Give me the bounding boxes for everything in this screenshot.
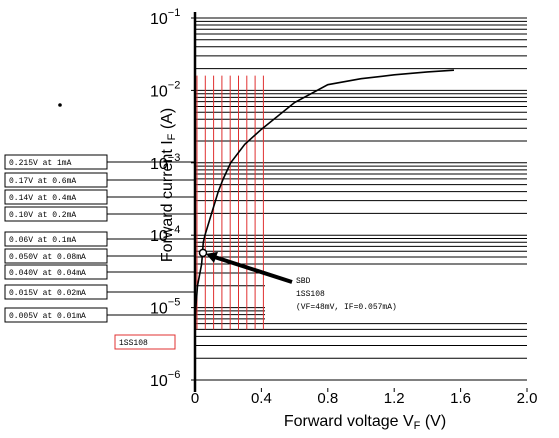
callout-text: 0.040V at 0.04mA bbox=[9, 269, 86, 278]
callout-text: 0.17V at 0.6mA bbox=[9, 177, 76, 186]
tick-exponent: −3 bbox=[168, 152, 181, 164]
curve bbox=[194, 69, 455, 324]
callout-box bbox=[4, 307, 108, 323]
callout-text: 0.10V at 0.2mA bbox=[9, 211, 76, 220]
x-axis-label: Forward voltage VF (V) bbox=[284, 413, 446, 432]
label-text: Forward current I bbox=[159, 140, 176, 262]
annotation-box bbox=[265, 270, 530, 320]
callout-text: 0.14V at 0.4mA bbox=[9, 194, 76, 203]
tick-exponent: −5 bbox=[168, 297, 181, 309]
callout-box bbox=[4, 189, 108, 205]
callout-box bbox=[4, 248, 108, 264]
tick-base: 10 bbox=[150, 11, 168, 28]
y-tick-label: 10−5 bbox=[150, 297, 180, 318]
label-sub: F bbox=[414, 420, 421, 432]
marker bbox=[198, 248, 208, 258]
y-tick-label: 10−1 bbox=[150, 7, 180, 28]
x-tick-label: 0.4 bbox=[251, 390, 272, 407]
callout-text: 0.215V at 1mA bbox=[9, 159, 72, 168]
y-axis-label: Forward current IF (A) bbox=[159, 108, 178, 262]
x-tick-label: 2.0 bbox=[517, 390, 538, 407]
tick-exponent: −2 bbox=[168, 79, 181, 91]
y-tick-label: 10−6 bbox=[150, 369, 180, 390]
tick-exponent: −4 bbox=[168, 224, 181, 236]
y-tick-label: 10−3 bbox=[150, 152, 180, 173]
callout-box bbox=[4, 264, 108, 280]
callout-text: 0.050V at 0.08mA bbox=[9, 253, 86, 262]
label-sub: F bbox=[166, 133, 178, 140]
tick-base: 10 bbox=[150, 156, 168, 173]
callout-box bbox=[4, 231, 108, 247]
callout-text: 0.005V at 0.01mA bbox=[9, 312, 86, 321]
x-tick-label: 0 bbox=[191, 390, 199, 407]
y-tick-label: 10−2 bbox=[150, 79, 180, 100]
dot bbox=[58, 103, 62, 107]
callout-text: 0.06V at 0.1mA bbox=[9, 236, 76, 245]
label-text: Forward voltage V bbox=[284, 413, 414, 430]
callout-box bbox=[4, 172, 108, 188]
tick-exponent: −6 bbox=[168, 369, 181, 381]
x-tick-label: 0.8 bbox=[317, 390, 338, 407]
annotation-text: SBD bbox=[296, 277, 311, 286]
callout-box bbox=[4, 206, 108, 222]
arrow-head bbox=[205, 251, 218, 263]
part-label-box bbox=[114, 334, 176, 350]
label-unit: (V) bbox=[420, 413, 446, 430]
arrow bbox=[210, 253, 293, 284]
label-unit: (A) bbox=[159, 108, 176, 134]
y-tick-label: 10−4 bbox=[150, 224, 180, 245]
tick-base: 10 bbox=[150, 228, 168, 245]
callout-text: 0.015V at 0.02mA bbox=[9, 289, 86, 298]
annotation-text: (VF=48mV, IF=0.057mA) bbox=[296, 303, 397, 312]
x-tick-label: 1.6 bbox=[450, 390, 471, 407]
x-tick-label: 1.2 bbox=[384, 390, 405, 407]
tick-exponent: −1 bbox=[168, 7, 181, 19]
part-label: 1SS108 bbox=[119, 339, 148, 348]
annotation-text: 1SS108 bbox=[296, 290, 325, 299]
tick-base: 10 bbox=[150, 373, 168, 390]
tick-base: 10 bbox=[150, 301, 168, 318]
tick-base: 10 bbox=[150, 84, 168, 101]
callout-box bbox=[4, 284, 108, 300]
callout-box bbox=[4, 154, 108, 170]
